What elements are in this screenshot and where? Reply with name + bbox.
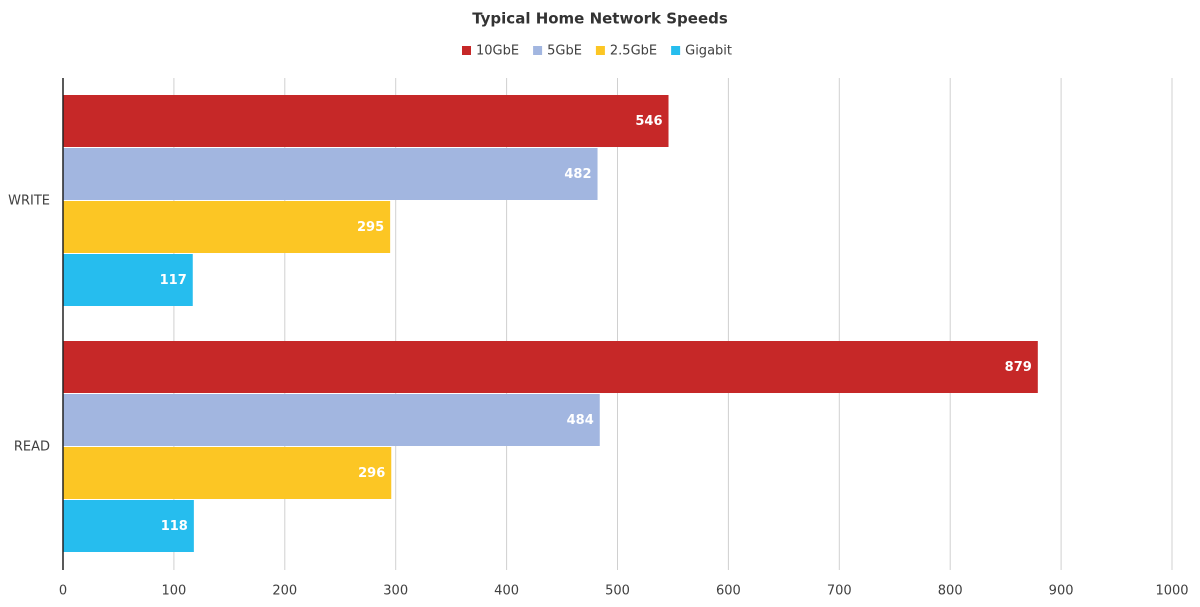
y-tick-label: READ: [14, 440, 50, 455]
legend-swatch: [462, 46, 471, 55]
legend-swatch: [595, 46, 605, 55]
bar: [63, 500, 194, 552]
value-label: 296: [358, 466, 385, 481]
value-label: 546: [635, 114, 662, 129]
x-tick-label: 100: [161, 584, 186, 599]
x-tick-label: 1000: [1155, 584, 1188, 599]
bar: [63, 447, 392, 499]
legend-label: 2.5GbE: [610, 44, 657, 59]
x-tick-label: 0: [59, 584, 67, 599]
x-tick-label: 700: [827, 584, 852, 599]
y-tick-label: WRITE: [8, 194, 50, 209]
x-tick-label: 500: [605, 584, 630, 599]
x-tick-label: 600: [716, 584, 741, 599]
value-label: 879: [1005, 360, 1032, 375]
legend-label: 5GbE: [547, 44, 582, 59]
x-tick-label: 400: [494, 584, 519, 599]
bar: [63, 394, 600, 446]
bar: [63, 254, 193, 306]
x-tick-label: 900: [1049, 584, 1074, 599]
chart-title: Typical Home Network Speeds: [472, 10, 728, 28]
x-tick-label: 200: [272, 584, 297, 599]
legend-swatch: [533, 46, 543, 55]
x-tick-label: 800: [938, 584, 963, 599]
bar: [63, 148, 598, 200]
value-label: 295: [357, 220, 384, 235]
legend-label: Gigabit: [685, 44, 732, 59]
value-label: 117: [160, 273, 187, 288]
legend-swatch: [671, 46, 681, 55]
value-label: 482: [564, 167, 591, 182]
value-label: 118: [161, 519, 188, 534]
legend-label: 10GbE: [476, 44, 519, 59]
bar: [63, 341, 1038, 393]
value-label: 484: [567, 413, 594, 428]
bar: [63, 95, 669, 147]
x-tick-label: 300: [383, 584, 408, 599]
bar: [63, 201, 391, 253]
